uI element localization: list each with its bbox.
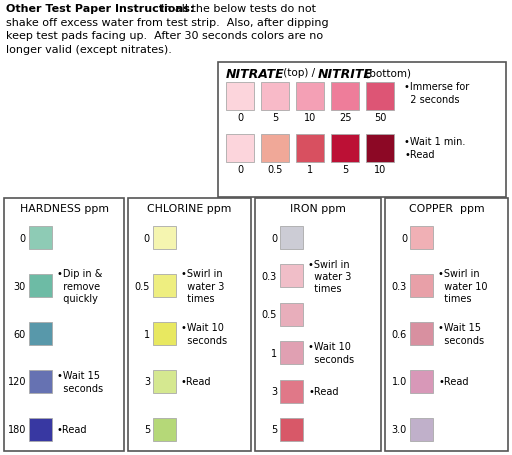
Bar [410,227,433,249]
Text: •Read: •Read [308,386,338,396]
Text: 0.6: 0.6 [392,329,407,339]
Text: •Wait 10
  seconds: •Wait 10 seconds [181,323,227,345]
Bar [280,341,303,364]
Bar [331,83,359,111]
Text: Other Test Paper Instructions:: Other Test Paper Instructions: [6,4,195,14]
Bar [226,135,254,162]
Text: 10: 10 [374,165,386,175]
Text: 0.3: 0.3 [392,281,407,291]
Bar [280,227,303,249]
Bar [410,370,433,393]
Bar [218,63,506,197]
Text: keep test pads facing up.  After 30 seconds colors are no: keep test pads facing up. After 30 secon… [6,31,323,41]
Text: 0.3: 0.3 [262,271,277,281]
Bar [255,198,381,451]
Text: 180: 180 [8,425,26,435]
Bar [29,322,52,345]
Bar [261,83,289,111]
Text: 0: 0 [144,233,150,243]
Bar [153,418,176,441]
Bar [280,265,303,288]
Text: COPPER  ppm: COPPER ppm [409,203,484,213]
Text: 5: 5 [144,425,150,435]
Bar [153,370,176,393]
Text: CHLORINE ppm: CHLORINE ppm [147,203,232,213]
Bar [153,274,176,298]
Text: •Read: •Read [181,377,211,387]
Bar [280,380,303,403]
Bar [261,135,289,162]
Bar [331,135,359,162]
Text: •Wait 15
  seconds: •Wait 15 seconds [438,323,484,345]
Text: 0: 0 [401,233,407,243]
Bar [296,83,324,111]
Bar [29,274,52,298]
Text: 3: 3 [144,377,150,387]
Text: (bottom): (bottom) [362,68,411,78]
Text: 50: 50 [374,113,386,123]
Text: (top) /: (top) / [280,68,318,78]
Text: 1: 1 [307,165,313,175]
Bar [29,418,52,441]
Text: 0: 0 [20,233,26,243]
Text: 120: 120 [8,377,26,387]
Bar [410,322,433,345]
Bar [29,227,52,249]
Text: •Read: •Read [57,425,88,435]
Text: 0: 0 [271,233,277,243]
Text: •Wait 15
  seconds: •Wait 15 seconds [57,370,103,393]
Text: •Swirl in
  water 3
  times: •Swirl in water 3 times [308,259,351,293]
Text: 5: 5 [271,425,277,435]
Text: 25: 25 [339,113,351,123]
Text: •Read: •Read [438,377,468,387]
Text: 0.5: 0.5 [262,309,277,319]
Text: 30: 30 [14,281,26,291]
Text: 1: 1 [271,348,277,358]
Text: 0: 0 [237,113,243,123]
Text: shake off excess water from test strip.  Also, after dipping: shake off excess water from test strip. … [6,17,329,27]
Bar [128,198,251,451]
Bar [29,370,52,393]
Bar [366,83,394,111]
Bar [226,83,254,111]
Text: 10: 10 [304,113,316,123]
Text: IRON ppm: IRON ppm [290,203,346,213]
Bar [280,303,303,326]
Text: •Immerse for
  2 seconds: •Immerse for 2 seconds [404,82,470,105]
Text: NITRITE: NITRITE [318,68,373,81]
Text: •Read: •Read [404,150,435,160]
Text: •Swirl in
  water 3
  times: •Swirl in water 3 times [181,268,224,303]
Text: •Dip in &
  remove
  quickly: •Dip in & remove quickly [57,268,102,303]
Text: 0: 0 [237,165,243,175]
Text: In all the below tests do not: In all the below tests do not [154,4,316,14]
Text: HARDNESS ppm: HARDNESS ppm [19,203,109,213]
Text: NITRATE: NITRATE [226,68,285,81]
Text: •Swirl in
  water 10
  times: •Swirl in water 10 times [438,268,487,303]
Bar [153,322,176,345]
Text: 3.0: 3.0 [392,425,407,435]
Bar [410,418,433,441]
Text: 3: 3 [271,386,277,396]
Bar [410,274,433,298]
Bar [153,227,176,249]
Bar [366,135,394,162]
Bar [4,198,124,451]
Bar [296,135,324,162]
Text: 5: 5 [342,165,348,175]
Text: longer valid (except nitrates).: longer valid (except nitrates). [6,45,172,55]
Text: 0.5: 0.5 [135,281,150,291]
Text: •Wait 1 min.: •Wait 1 min. [404,136,465,147]
Text: 5: 5 [272,113,278,123]
Text: •Wait 10
  seconds: •Wait 10 seconds [308,342,354,364]
Bar [280,418,303,441]
Text: 60: 60 [14,329,26,339]
Text: 0.5: 0.5 [267,165,283,175]
Text: 1: 1 [144,329,150,339]
Bar [385,198,508,451]
Text: 1.0: 1.0 [392,377,407,387]
